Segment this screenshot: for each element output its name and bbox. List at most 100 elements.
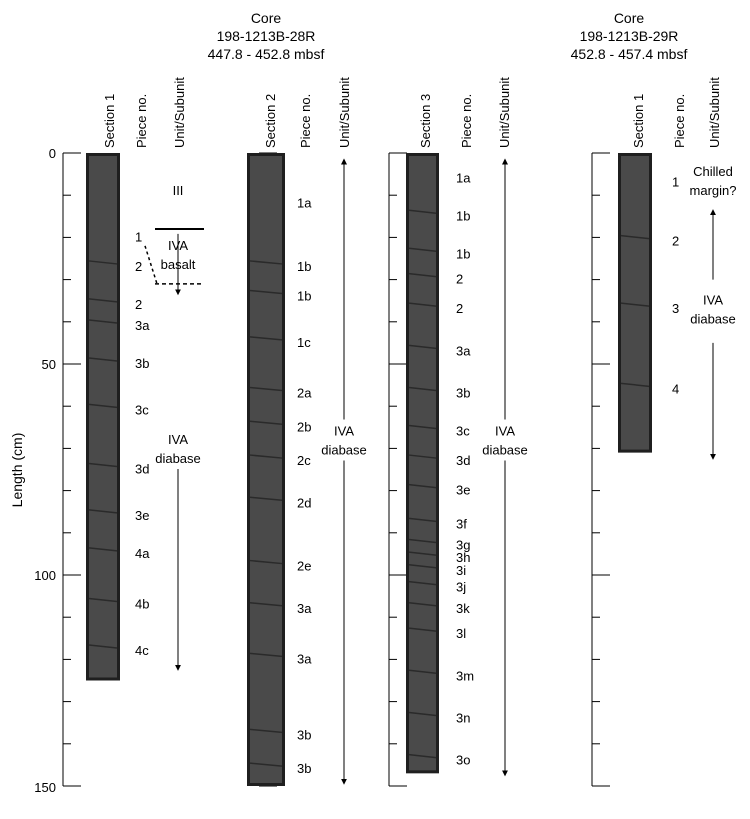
piece-label: 1: [135, 229, 142, 244]
piece-break-line: [249, 260, 283, 265]
piece-break-line: [249, 386, 283, 392]
header-unit-3: Unit/Subunit: [497, 77, 512, 148]
header-section-2: Section 2: [263, 94, 278, 148]
unit-annotations: IIIIVAbasaltIVAdiabaseIVAdiabaseIVAdiaba…: [144, 158, 737, 785]
core-rock: [89, 156, 117, 678]
piece-break-line: [408, 627, 437, 632]
piece-label: 2: [135, 259, 142, 274]
core-photo: [618, 153, 652, 453]
piece-label: 2: [135, 297, 142, 312]
piece-break-line: [408, 386, 437, 392]
core-photo: [86, 153, 120, 681]
piece-break-line: [88, 644, 118, 649]
piece-break-line: [408, 344, 437, 350]
header-piece-no-4: Piece no.: [672, 94, 687, 148]
header-piece-no-2: Piece no.: [298, 94, 313, 148]
core-28r-header: Core 198-1213B-28R 447.8 - 452.8 mbsf: [208, 10, 325, 62]
piece-labels: 1 2 2 3a 3b 3c 3d 3e 4a 4b 4c 1a 1b 1b 1c 2a 2b 2c 2d 2e 3a 3…: [135, 170, 679, 776]
piece-break-line: [408, 602, 437, 607]
unit-label: diabase: [321, 443, 367, 458]
piece-label: 1a: [297, 196, 312, 211]
piece-label: 2: [456, 272, 463, 287]
axis-tick-100: 100: [34, 568, 56, 583]
piece-label: 3j: [456, 580, 466, 595]
piece-break-line: [408, 753, 437, 759]
piece-label: 1a: [456, 170, 471, 185]
core-rock: [409, 156, 436, 771]
core-29r-header: Core 198-1213B-29R 452.8 - 457.4 mbsf: [571, 10, 688, 62]
piece-label: 3: [672, 301, 679, 316]
unit-label: diabase: [482, 443, 528, 458]
unit-label: III: [173, 183, 184, 198]
axis-tick-150: 150: [34, 780, 56, 795]
piece-label: 2d: [297, 495, 311, 510]
piece-label: 3d: [135, 462, 149, 477]
length-axis-tick-labels: 0 50 100 150: [34, 146, 56, 795]
piece-label: 3f: [456, 516, 467, 531]
core-29r-header-line1: Core: [614, 10, 645, 26]
piece-break-line: [249, 420, 283, 426]
unit-label: IVA: [168, 432, 188, 447]
core-photo: [247, 153, 285, 786]
piece-label: 3a: [135, 318, 150, 333]
piece-label: 1b: [297, 259, 311, 274]
piece-label: 3e: [456, 483, 470, 498]
piece-break-line: [88, 357, 118, 362]
piece-break-line: [408, 272, 437, 278]
piece-break-line: [408, 517, 437, 523]
piece-label: 1: [672, 175, 679, 190]
unit-label: margin?: [690, 183, 737, 198]
unit-boundary-link: [144, 245, 158, 285]
piece-label: 3m: [456, 668, 474, 683]
piece-label: 3b: [297, 727, 311, 742]
piece-break-line: [249, 559, 283, 565]
piece-break-line: [408, 551, 437, 556]
piece-break-line: [408, 711, 437, 717]
piece-break-line: [408, 538, 437, 544]
header-unit-2: Unit/Subunit: [337, 77, 352, 148]
piece-label: 2e: [297, 559, 311, 574]
core-photos: [86, 153, 652, 786]
piece-break-line: [620, 234, 650, 240]
piece-break-line: [249, 454, 283, 459]
header-piece-no-3: Piece no.: [459, 94, 474, 148]
piece-break-line: [88, 260, 118, 265]
piece-break-line: [249, 762, 283, 767]
piece-label: 1c: [297, 335, 311, 350]
piece-break-line: [408, 454, 437, 459]
unit-label: diabase: [690, 312, 736, 327]
piece-label: 3b: [135, 356, 149, 371]
piece-label: 3c: [135, 402, 149, 417]
piece-break-line: [408, 669, 437, 675]
piece-label: 3l: [456, 626, 466, 641]
unit-label: IVA: [703, 293, 723, 308]
scale-ruler: [62, 152, 81, 787]
piece-break-line: [249, 496, 283, 502]
piece-label: 1b: [456, 208, 470, 223]
header-section-1: Section 1: [102, 94, 117, 148]
unit-label: IVA: [495, 424, 515, 439]
piece-break-line: [408, 580, 437, 586]
piece-label: 2c: [297, 453, 311, 468]
piece-label: 3c: [456, 424, 470, 439]
piece-break-line: [408, 247, 437, 253]
piece-label: 2: [456, 301, 463, 316]
piece-label: 3a: [297, 601, 312, 616]
piece-break-line: [249, 289, 283, 295]
piece-label: 3a: [456, 343, 471, 358]
piece-label: 3e: [135, 508, 149, 523]
piece-label: 2: [672, 234, 679, 249]
piece-break-line: [249, 336, 283, 341]
piece-break-line: [249, 602, 283, 607]
piece-label: 3o: [456, 753, 470, 768]
piece-label: 4b: [135, 597, 149, 612]
piece-label: 2b: [297, 419, 311, 434]
piece-label: 3i: [456, 563, 466, 578]
axis-tick-0: 0: [49, 146, 56, 161]
scale-ruler: [388, 152, 407, 787]
piece-label: 3b: [297, 761, 311, 776]
piece-label: 3a: [297, 651, 312, 666]
unit-label: Chilled: [693, 164, 733, 179]
piece-label: 1b: [297, 288, 311, 303]
